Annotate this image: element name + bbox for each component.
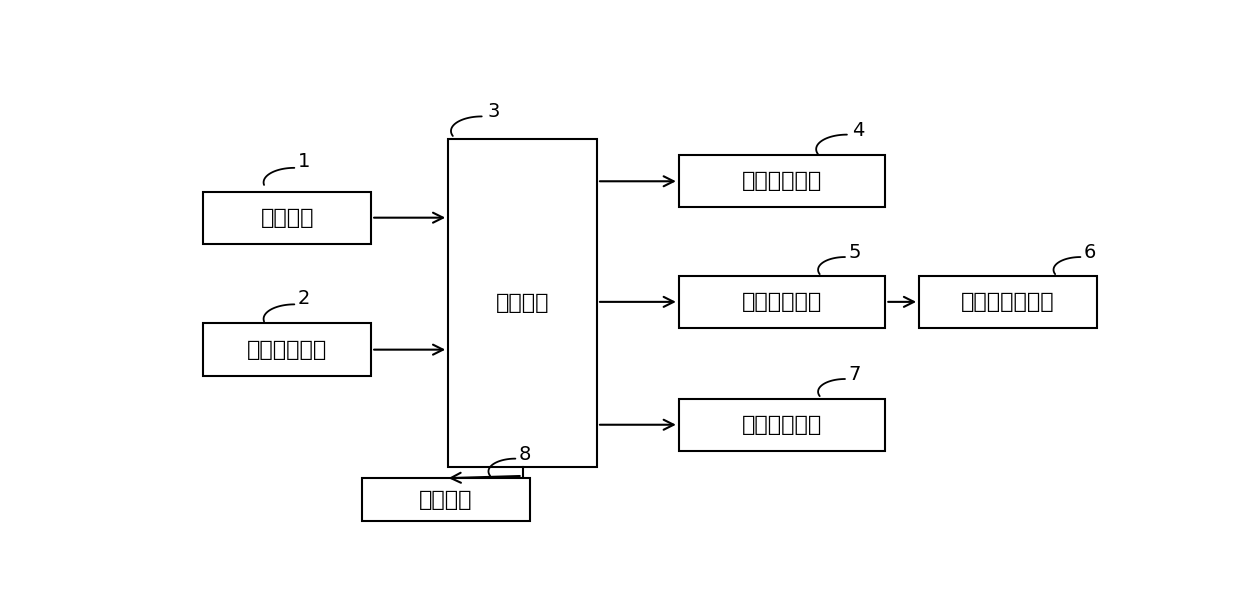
Bar	[203, 323, 371, 376]
Text: 主控模块: 主控模块	[496, 293, 549, 313]
Text: 6: 6	[1084, 243, 1096, 262]
Text: 摄像模块: 摄像模块	[260, 207, 314, 228]
Text: 显示模块: 显示模块	[419, 490, 472, 510]
Bar	[203, 191, 371, 244]
Bar	[678, 275, 885, 328]
Text: 数据存储模块: 数据存储模块	[742, 415, 822, 435]
Text: 4: 4	[852, 121, 864, 139]
Text: 8: 8	[518, 445, 531, 464]
Text: 7: 7	[848, 365, 861, 384]
Text: 大数据计算模块: 大数据计算模块	[961, 292, 1055, 312]
Bar	[362, 478, 529, 521]
Bar	[448, 139, 596, 467]
Text: 5: 5	[848, 243, 861, 262]
Text: 2: 2	[298, 289, 310, 308]
Text: 数据传输模块: 数据传输模块	[742, 292, 822, 312]
Text: 目标定位模块: 目标定位模块	[247, 340, 327, 360]
Text: 3: 3	[487, 102, 500, 121]
Text: 1: 1	[298, 152, 310, 171]
Bar	[678, 155, 885, 207]
Bar	[919, 275, 1096, 328]
Bar	[678, 398, 885, 451]
Text: 激光测量模块: 激光测量模块	[742, 171, 822, 191]
